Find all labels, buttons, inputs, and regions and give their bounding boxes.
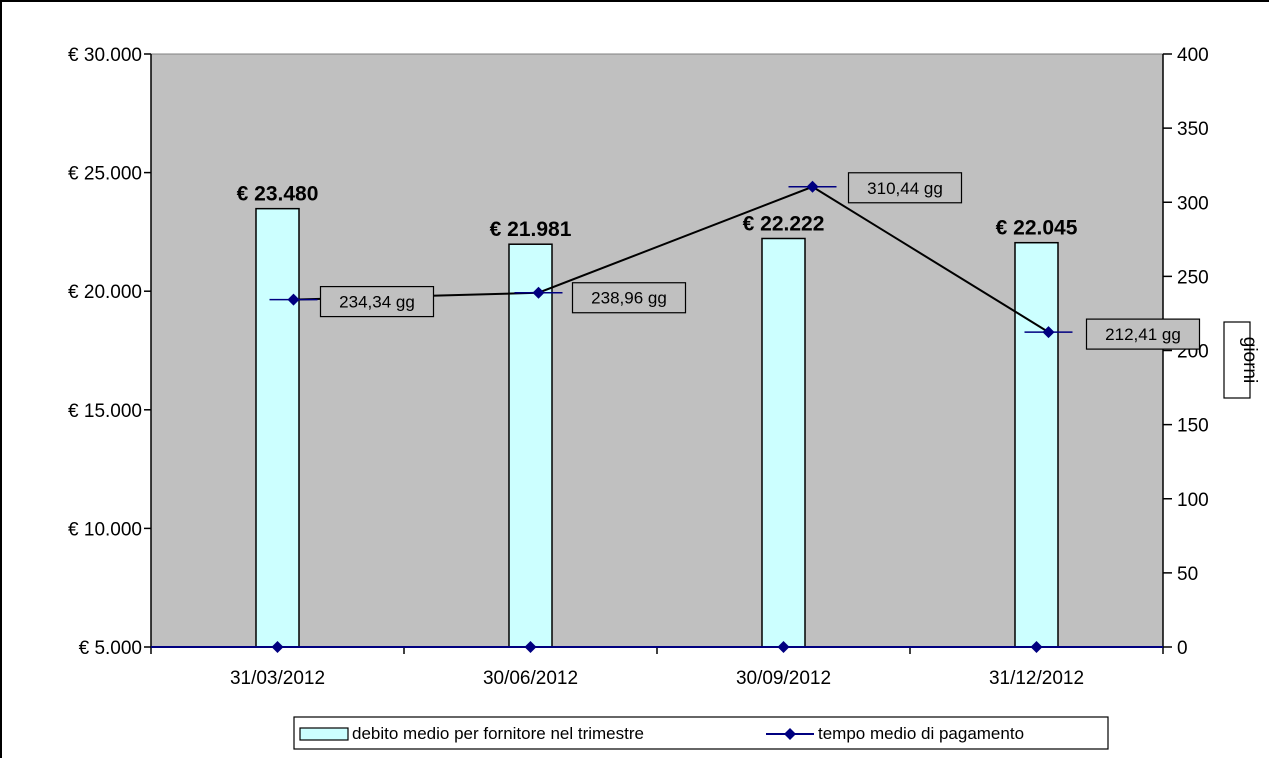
right-axis-tick-label: 0 bbox=[1177, 638, 1188, 659]
left-axis-tick-label: € 5.000 bbox=[79, 638, 142, 659]
legend-entry-bar: debito medio per fornitore nel trimestre bbox=[352, 724, 644, 743]
baseline-marker bbox=[271, 641, 284, 653]
bar-data-label: € 22.222 bbox=[743, 212, 825, 235]
bar-data-label: € 22.045 bbox=[996, 217, 1078, 240]
left-axis-tick-label: € 30.000 bbox=[68, 45, 142, 66]
right-axis-tick-label: 100 bbox=[1177, 490, 1209, 511]
left-axis-tick-label: € 15.000 bbox=[68, 401, 142, 422]
line-marker bbox=[806, 180, 819, 193]
legend-swatch-bar bbox=[299, 727, 349, 741]
legend: debito medio per fornitore nel trimestre… bbox=[293, 716, 1109, 750]
line-marker bbox=[532, 286, 545, 299]
left-axis-tick-label: € 10.000 bbox=[68, 519, 142, 540]
line-marker bbox=[1042, 326, 1055, 339]
right-axis-tick-label: 400 bbox=[1177, 45, 1209, 66]
bar-data-label: € 23.480 bbox=[237, 183, 319, 206]
line-data-label-box bbox=[571, 282, 687, 314]
line-data-label: 238,96 gg bbox=[591, 289, 667, 308]
right-axis-tick-label: 350 bbox=[1177, 119, 1209, 140]
x-axis-tick-label: 30/06/2012 bbox=[483, 668, 578, 689]
x-axis-tick-label: 30/09/2012 bbox=[736, 668, 831, 689]
line-data-label-box bbox=[319, 285, 435, 318]
bar-series bbox=[255, 207, 1059, 648]
bar bbox=[508, 243, 553, 648]
plot-area bbox=[150, 53, 1164, 648]
baseline-marker bbox=[524, 641, 537, 653]
x-axis-tick-label: 31/03/2012 bbox=[230, 668, 325, 689]
right-axis-tick-label: 300 bbox=[1177, 193, 1209, 214]
right-axis-tick-label: 50 bbox=[1177, 564, 1198, 585]
line-data-labels: 234,34 gg 238,96 gg 310,44 gg 212,41 gg bbox=[319, 172, 1201, 350]
line-marker bbox=[287, 293, 300, 306]
baseline-marker bbox=[777, 641, 790, 653]
bar-data-labels: € 23.480 € 21.981 € 22.222 € 22.045 bbox=[237, 183, 1078, 242]
legend-box bbox=[293, 716, 1109, 750]
bar-data-label: € 21.981 bbox=[490, 218, 572, 241]
right-axis-tick-label: 150 bbox=[1177, 416, 1209, 437]
left-axis-tick-label: € 20.000 bbox=[68, 282, 142, 303]
line-data-label: 310,44 gg bbox=[867, 179, 943, 198]
baseline-marker bbox=[1030, 641, 1043, 653]
legend-entry-line: tempo medio di pagamento bbox=[818, 724, 1024, 743]
line-data-label: 234,34 gg bbox=[339, 293, 415, 312]
bar bbox=[1014, 241, 1059, 648]
right-axis-title-box bbox=[1223, 321, 1251, 399]
right-axis-tick-label: 250 bbox=[1177, 267, 1209, 288]
bar bbox=[255, 207, 300, 648]
bar bbox=[761, 237, 806, 648]
right-axis-title: giorni bbox=[1239, 337, 1260, 383]
left-axis: € 30.000 € 25.000 € 20.000 € 15.000 € 10.000… bbox=[68, 45, 152, 659]
x-axis-tick-label: 31/12/2012 bbox=[989, 668, 1084, 689]
line-data-label-box bbox=[1085, 318, 1201, 350]
line-data-label: 212,41 gg bbox=[1105, 325, 1181, 344]
left-axis-tick-label: € 25.000 bbox=[68, 164, 142, 185]
line-data-label-box bbox=[847, 172, 963, 204]
legend-swatch-marker bbox=[784, 728, 796, 740]
right-axis-title-group: giorni bbox=[1223, 321, 1260, 399]
